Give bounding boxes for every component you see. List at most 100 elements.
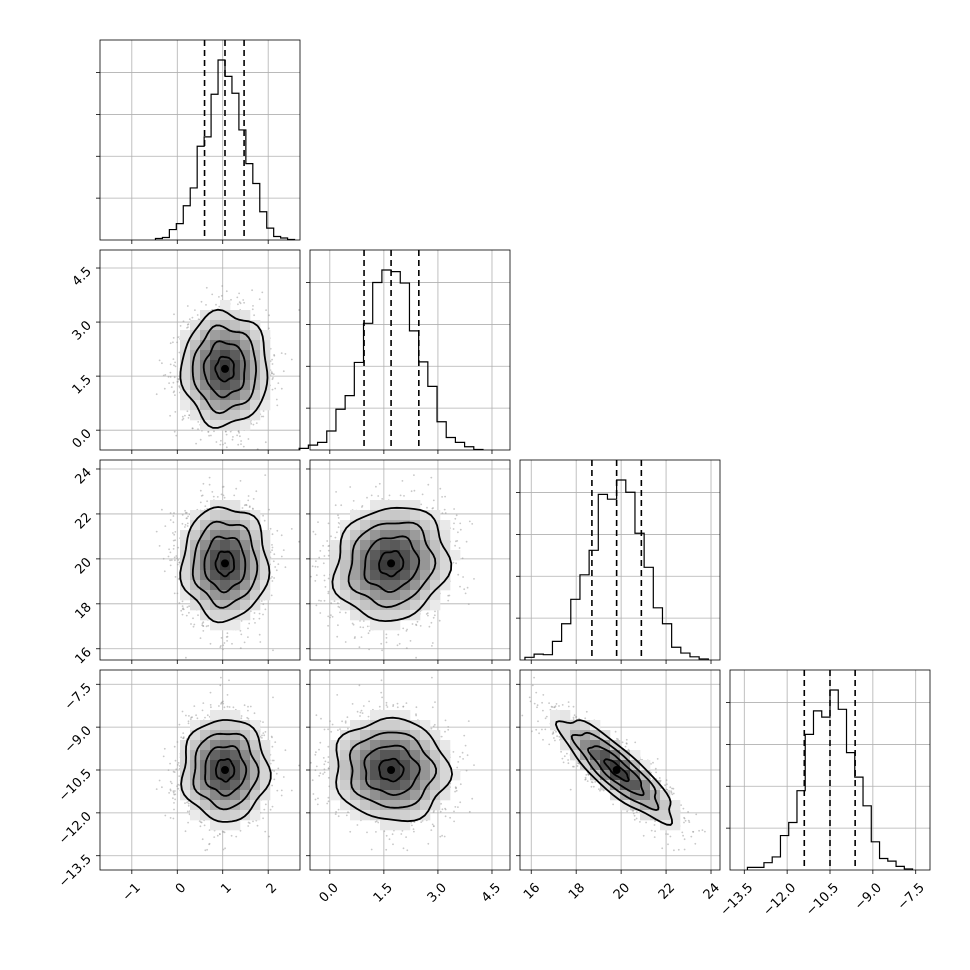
sample-point (176, 380, 179, 383)
sample-point (170, 559, 173, 561)
density-cell (260, 340, 271, 351)
sample-point (191, 316, 194, 319)
sample-point (252, 305, 254, 307)
sample-point (173, 313, 175, 316)
sample-point (220, 294, 223, 297)
sample-point (258, 617, 261, 620)
sample-point (175, 434, 178, 437)
sample-point (248, 622, 251, 625)
sample-point (176, 341, 179, 344)
sample-point (173, 592, 176, 595)
sample-point (225, 433, 228, 436)
sample-point (208, 483, 211, 486)
sample-point (251, 289, 254, 292)
sample-point (271, 378, 274, 381)
sample-point (222, 443, 224, 446)
sample-point (194, 309, 196, 311)
density-cell (240, 420, 251, 431)
sample-point (218, 296, 220, 298)
sample-point (172, 515, 175, 517)
density-cell (230, 380, 241, 391)
sample-point (239, 435, 241, 438)
sample-point (215, 303, 217, 306)
sample-point (262, 410, 265, 412)
sample-point (222, 644, 225, 647)
sample-point (241, 507, 244, 509)
sample-point (191, 427, 194, 430)
sample-point (161, 362, 163, 365)
sample-point (261, 291, 264, 294)
sample-point (222, 494, 225, 497)
sample-point (282, 370, 285, 373)
sample-point (254, 622, 256, 624)
sample-point (180, 609, 183, 612)
sample-point (184, 414, 186, 417)
sample-point (174, 361, 177, 364)
sample-point (226, 640, 229, 642)
sample-point (177, 546, 180, 549)
sample-point (245, 503, 247, 506)
sample-point (273, 577, 275, 579)
sample-point (209, 642, 212, 645)
sample-point (177, 559, 180, 561)
sample-point (206, 500, 209, 503)
sample-point (247, 499, 250, 502)
sample-point (155, 393, 158, 396)
sample-point (182, 417, 185, 420)
sample-point (250, 422, 253, 425)
sample-point (243, 301, 246, 304)
sample-point (185, 614, 188, 617)
sample-point (199, 489, 202, 492)
sample-point (280, 352, 283, 354)
sample-point (197, 428, 199, 430)
sample-point (226, 635, 229, 638)
sample-point (200, 300, 203, 303)
sample-point (174, 411, 177, 413)
sample-point (243, 641, 246, 644)
sample-point (167, 555, 170, 558)
density-cell (190, 370, 201, 381)
sample-point (265, 309, 267, 311)
sample-point (240, 443, 242, 445)
y-tick-label: 0.0 (70, 426, 95, 451)
sample-point (164, 374, 167, 376)
sample-point (215, 441, 218, 443)
sample-point (271, 580, 274, 582)
sample-point (178, 602, 181, 604)
sample-point (187, 326, 189, 328)
sample-point (167, 375, 170, 378)
sample-point (172, 391, 175, 394)
sample-point (280, 534, 283, 537)
sample-point (262, 514, 264, 517)
sample-point (216, 496, 219, 498)
sample-point (186, 305, 189, 307)
sample-point (273, 354, 276, 357)
sample-point (253, 314, 256, 317)
sample-point (277, 563, 280, 565)
sample-point (280, 387, 283, 390)
sample-point (181, 522, 184, 525)
sample-point (174, 365, 177, 368)
sample-point (169, 512, 172, 514)
sample-point (201, 494, 204, 497)
sample-point (170, 386, 173, 388)
sample-point (163, 570, 166, 573)
sample-point (176, 557, 179, 559)
sample-point (237, 443, 240, 446)
y-tick-label: 4.5 (70, 264, 95, 289)
sample-point (284, 353, 287, 355)
sample-point (242, 299, 245, 301)
panel-frame (99, 39, 301, 241)
sample-point (192, 625, 195, 628)
sample-point (275, 398, 278, 401)
sample-point (264, 474, 267, 476)
sample-point (168, 382, 171, 384)
sample-point (231, 642, 233, 645)
sample-point (223, 496, 226, 499)
sample-point (264, 608, 267, 611)
sample-point (236, 296, 239, 299)
sample-point (174, 531, 177, 533)
density-cell (180, 370, 191, 381)
